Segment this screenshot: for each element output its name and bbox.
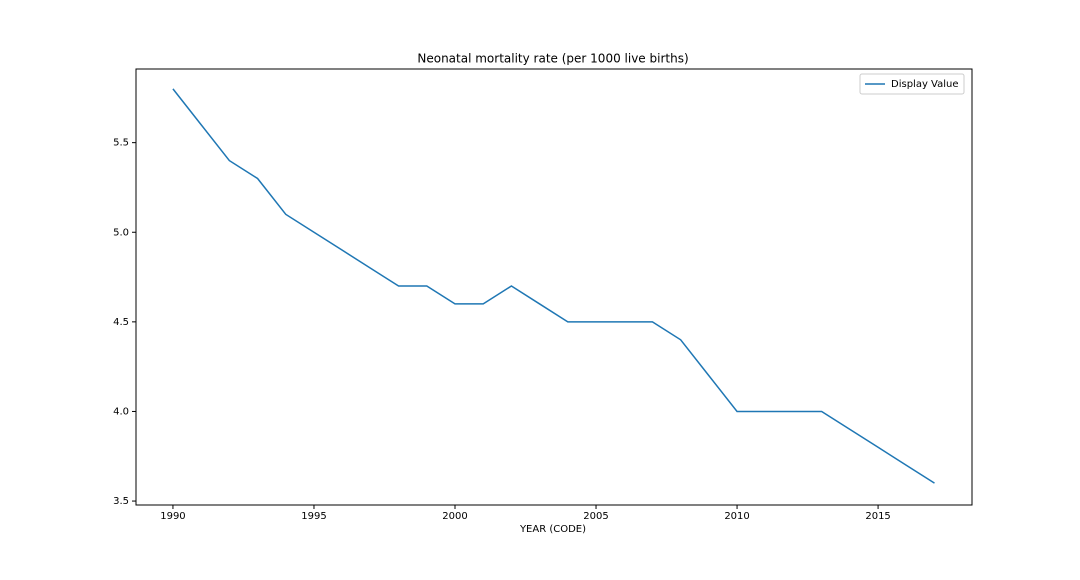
legend-box [859,73,965,95]
x-axis-label: YEAR (CODE) [519,524,586,535]
y-tick-label: 4.5 [113,317,129,328]
legend-label: Display Value [891,79,959,90]
x-tick-label: 1995 [301,511,326,522]
x-tick-label: 2010 [724,511,749,522]
y-tick-label: 5.5 [113,138,129,149]
y-tick-label: 4.0 [113,406,129,417]
x-tick-label: 2005 [583,511,608,522]
x-tick-label: 1990 [160,511,185,522]
y-tick-label: 5.0 [113,227,129,238]
data-line [172,88,935,484]
plot-frame [135,68,973,506]
legend: Display Value [859,73,965,95]
x-tick-label: 2015 [865,511,890,522]
x-tick-label: 2000 [442,511,467,522]
y-tick-label: 3.5 [113,496,129,507]
chart-title: Neonatal mortality rate (per 1000 live b… [417,52,688,66]
